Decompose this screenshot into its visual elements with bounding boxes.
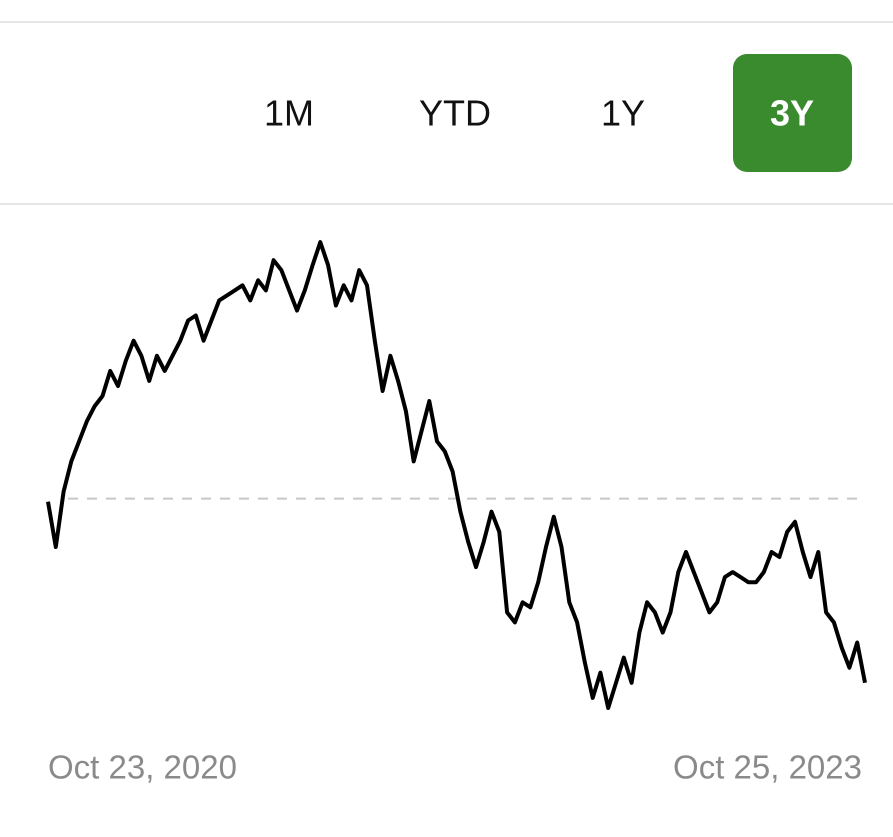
range-button[interactable]: 3Y bbox=[770, 93, 814, 134]
chart bbox=[46, 240, 867, 710]
range-button[interactable]: 1Y bbox=[601, 93, 645, 134]
range-selector: 1M YTD 1Y 3Y bbox=[264, 54, 852, 172]
price-line bbox=[46, 240, 867, 710]
range-button-bg[interactable] bbox=[733, 54, 852, 172]
x-start-label: Oct 23, 2020 bbox=[48, 749, 237, 786]
range-button[interactable]: YTD bbox=[419, 93, 491, 134]
range-button[interactable]: 1M bbox=[264, 93, 314, 134]
x-end-label: Oct 25, 2023 bbox=[673, 749, 862, 786]
